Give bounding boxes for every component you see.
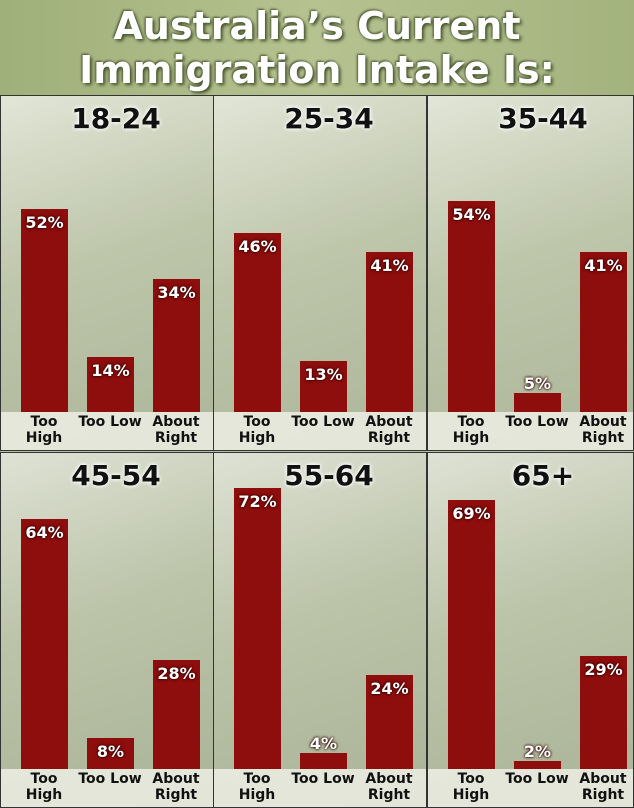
value-label: 2% <box>523 742 552 762</box>
value-label: 54% <box>452 205 491 225</box>
label-strip <box>1 769 213 807</box>
value-label: 64% <box>25 523 64 543</box>
bar <box>300 361 347 412</box>
panel-title: 55-64 <box>284 459 374 492</box>
category-label: About Right <box>579 414 627 446</box>
bar <box>234 488 281 769</box>
label-strip <box>214 769 426 807</box>
value-label: 72% <box>238 492 277 512</box>
chart-panel: 25-34 46% Too High 13% Too Low 41% About Right <box>213 95 427 451</box>
panel-title: 45-54 <box>71 459 161 492</box>
value-label: 41% <box>584 256 623 276</box>
category-label: Too High <box>25 414 63 446</box>
value-label: 5% <box>523 373 552 393</box>
chart-panel: 65+ 69% Too High 2% Too Low 29% About Right <box>427 452 634 808</box>
bar <box>514 392 561 412</box>
value-label: 24% <box>370 679 409 699</box>
category-label: About Right <box>152 414 200 446</box>
value-label: 69% <box>452 503 491 523</box>
category-label: About Right <box>152 771 200 803</box>
category-label: Too Low <box>78 414 142 430</box>
category-label: Too Low <box>78 771 142 787</box>
panel-title: 25-34 <box>284 102 374 135</box>
chart-panel: 35-44 54% Too High 5% Too Low 41% About Right <box>427 95 634 451</box>
category-label: Too Low <box>505 771 569 787</box>
panel-title: 35-44 <box>498 102 588 135</box>
bar <box>21 519 68 769</box>
chart-panel: 55-64 72% Too High 4% Too Low 24% About Right <box>213 452 427 808</box>
label-strip <box>428 769 633 807</box>
value-label: 34% <box>157 283 196 303</box>
chart-panel: 18-24 52% Too High 14% Too Low 34% About Right <box>0 95 214 451</box>
category-label: Too High <box>452 771 490 803</box>
bar <box>448 499 495 769</box>
bar <box>580 252 627 412</box>
page-title: Australia’s Current Immigration Intake I… <box>79 4 555 92</box>
bar <box>87 357 134 412</box>
category-label: About Right <box>365 771 413 803</box>
category-label: About Right <box>365 414 413 446</box>
bar <box>300 753 347 769</box>
chart-panel: 45-54 64% Too High 8% Too Low 28% About Right <box>0 452 214 808</box>
bar <box>87 737 134 769</box>
label-strip <box>1 412 213 450</box>
bar <box>366 252 413 412</box>
panel-title: 65+ <box>511 459 575 492</box>
bar <box>580 655 627 769</box>
category-label: About Right <box>579 771 627 803</box>
title-band <box>0 0 634 95</box>
bar <box>21 209 68 412</box>
category-label: Too Low <box>291 771 355 787</box>
bar <box>514 761 561 769</box>
value-label: 14% <box>91 361 130 381</box>
bar <box>448 201 495 412</box>
value-label: 13% <box>304 365 343 385</box>
category-label: Too High <box>25 771 63 803</box>
category-label: Too High <box>452 414 490 446</box>
value-label: 46% <box>238 236 277 256</box>
value-label: 29% <box>584 659 623 679</box>
category-label: Too High <box>238 771 276 803</box>
label-strip <box>214 412 426 450</box>
bar <box>366 675 413 769</box>
value-label: 41% <box>370 256 409 276</box>
bar <box>234 232 281 412</box>
category-label: Too Low <box>505 414 569 430</box>
value-label: 4% <box>309 734 338 754</box>
value-label: 52% <box>25 213 64 233</box>
bar <box>153 279 200 412</box>
category-label: Too Low <box>291 414 355 430</box>
panel-title: 18-24 <box>71 102 161 135</box>
label-strip <box>428 412 633 450</box>
category-label: Too High <box>238 414 276 446</box>
bar <box>153 659 200 769</box>
value-label: 28% <box>157 663 196 683</box>
value-label: 8% <box>96 741 125 761</box>
